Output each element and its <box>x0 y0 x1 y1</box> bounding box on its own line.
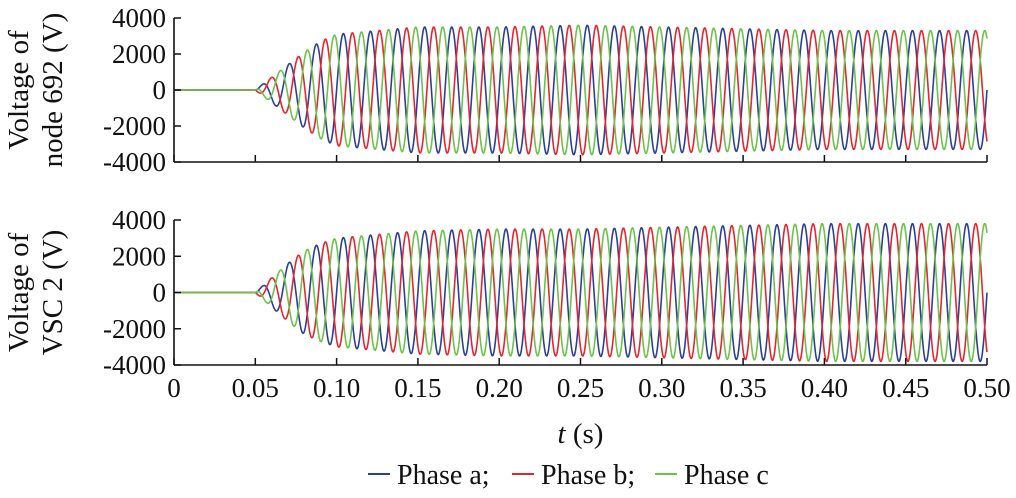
y-axis-title: Voltage of <box>3 232 35 352</box>
series-line-phase-a <box>173 24 988 156</box>
series-line-phase-c <box>173 222 988 363</box>
y-tick-label: 0 <box>153 75 167 105</box>
x-tick-label: 0.30 <box>638 373 685 403</box>
x-axis-title: t (s) <box>558 418 604 450</box>
x-tick-label: 0.50 <box>963 373 1010 403</box>
y-axis-title: VSC 2 (V) <box>37 230 69 356</box>
y-tick-label: 4000 <box>112 205 166 235</box>
legend: Phase a; Phase b; Phase c <box>368 460 769 491</box>
y-tick-label: -2000 <box>103 314 166 344</box>
series-line-phase-b <box>173 24 988 156</box>
x-tick-label: 0 <box>167 373 181 403</box>
legend-label-phase-a: Phase a; <box>397 460 490 491</box>
y-tick-label: 2000 <box>112 39 166 69</box>
y-tick-label: 2000 <box>112 241 166 271</box>
y-axis-title: node 692 (V) <box>37 13 69 168</box>
y-tick-label: 0 <box>153 278 167 308</box>
x-tick-label: 0.05 <box>232 373 279 403</box>
y-tick-label: -4000 <box>103 147 166 177</box>
x-tick-label: 0.45 <box>882 373 929 403</box>
series-line-phase-a <box>173 222 988 363</box>
x-tick-label: 0.10 <box>313 373 360 403</box>
y-axis-title: Voltage of <box>3 30 35 150</box>
y-tick-label: -2000 <box>103 111 166 141</box>
series-line-phase-b <box>173 222 988 363</box>
x-tick-label: 0.15 <box>394 373 441 403</box>
series-line-phase-c <box>173 24 988 156</box>
x-tick-label: 0.40 <box>801 373 848 403</box>
legend-label-phase-c: Phase c <box>684 460 769 491</box>
y-tick-label: -4000 <box>103 350 166 380</box>
x-tick-label: 0.25 <box>557 373 604 403</box>
panel-node-692: -4000 -2000 0 2000 4000 Voltage of node 692 (V… <box>3 3 988 177</box>
x-tick-label: 0.20 <box>476 373 523 403</box>
x-tick-label: 0.35 <box>719 373 766 403</box>
y-tick-label: 4000 <box>112 3 166 33</box>
legend-label-phase-b: Phase b; <box>541 460 635 491</box>
